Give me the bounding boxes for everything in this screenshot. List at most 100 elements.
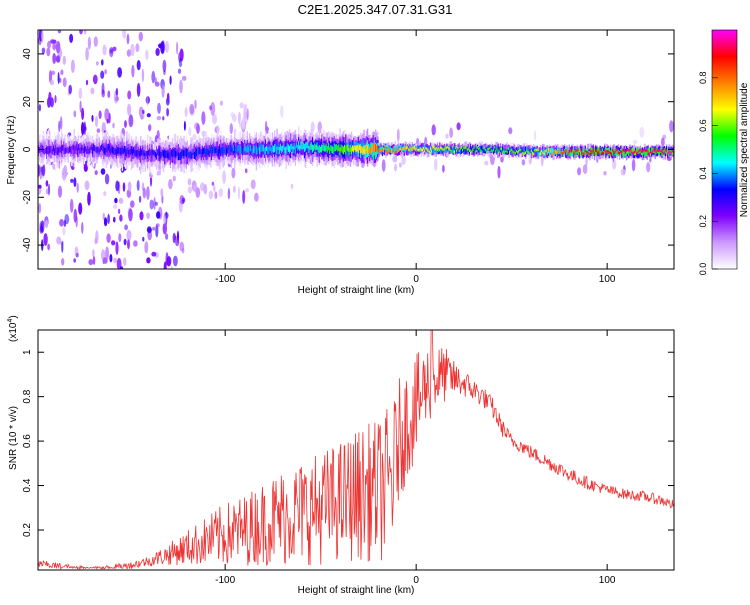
spectrogram-ridge-cell [248,144,251,152]
spectrogram-ridge-cell [138,151,141,157]
spectrogram-cell [175,238,180,247]
spectrogram-ridge-cell [653,148,655,152]
colorbar-label: Normalized spectral amplitude [739,82,750,217]
spectrogram-ridge-cell [474,146,476,153]
spectrogram-ridge-cell [601,151,604,154]
spectrogram-ridge-cell [177,144,180,161]
spectrogram-ridge-cell [64,148,66,155]
spectrogram-ridge-cell [537,151,539,157]
spectrogram-cell [57,48,63,59]
spectrogram-ridge-cell [541,150,543,156]
spectrogram-cell [169,75,172,85]
spectrogram-ridge-cell [361,146,363,154]
spectrogram-ridge-cell [392,150,394,153]
spectrogram-cell [151,251,157,257]
spectrogram-ridge-cell [432,145,434,149]
spectrogram-cell [237,111,241,125]
spectrogram-ridge-cell [221,147,223,154]
spectrogram-ridge-cell [197,148,199,155]
spectrogram-ridge-cell [279,143,282,151]
spectrogram-ridge-cell [646,149,648,152]
spectrogram-ridge-cell [611,148,613,155]
spectrogram-ridge-cell [591,147,593,153]
spectrogram-ridge-cell [589,152,591,156]
spectrogram-ridge-cell [412,146,415,149]
spectrogram-cell [396,128,400,142]
spectrogram-ridge-cell [174,148,176,157]
spectrogram-ridge-cell [463,146,465,153]
spectrogram-ridge-cell [604,149,606,152]
spectrogram-ridge-cell [292,146,294,154]
spectrogram-ridge-cell [538,152,541,156]
spectrogram-panel: -100 0 100 -40 -20 0 20 40 Height of straight … [6,29,675,296]
spectrogram-ridge-cell [531,151,534,155]
spectrogram-ridge-cell [580,151,582,157]
spectrogram-cell [139,211,144,221]
spectrogram-ridge-cell [105,143,107,153]
spectrogram-cell [582,164,588,175]
spectrogram-ridge-cell [242,145,244,153]
spectrogram-ridge-cell [611,152,613,156]
spectrogram-cell [118,197,124,204]
spectrogram-x-ticks: -100 0 100 [215,30,616,285]
spectrogram-cell [128,114,134,128]
spectrogram-ridge-cell [416,147,418,151]
spectrogram-cell [231,167,236,179]
spectrogram-cell [115,241,119,255]
spectrogram-ridge-cell [592,149,594,153]
spectrogram-ridge-cell [471,150,473,154]
snr-series-line [38,330,674,570]
spectrogram-ridge-cell [454,146,456,152]
spectrogram-ridge-cell [511,148,513,152]
spectrogram-ridge-cell [470,149,472,153]
spectrogram-cell [85,79,89,86]
spectrogram-ridge-cell [426,148,428,151]
spectrogram-ridge-cell [457,148,459,154]
spectrogram-ridge-cell [654,150,656,156]
spectrogram-ridge-cell [282,145,284,152]
spectrogram-ridge-cell [590,149,592,153]
spectrogram-ridge-cell [228,145,230,157]
spectrogram-ridge-cell [604,149,606,155]
spectrogram-ridge-cell [228,144,230,151]
spectrogram-ridge-cell [436,148,439,151]
spectrogram-cell [100,168,106,175]
spectrogram-ridge-cell [263,147,266,155]
spectrogram-cell [45,188,49,195]
spectrogram-cell [153,197,156,210]
spectrogram-ridge-cell [98,148,101,155]
spectrogram-ridge-cell [182,149,184,156]
spectrogram-cell [127,239,130,250]
spectrogram-ridge-cell [385,150,387,154]
spectrogram-ridge-cell [411,145,413,151]
spectrogram-cell [242,190,246,204]
spectrogram-ridge-cell [235,146,237,155]
spectrogram-ridge-cell [613,147,615,153]
spectrogram-ridge-cell [439,143,441,152]
spectrogram-ridge-cell [488,147,490,151]
spectrogram-ridge-cell [316,142,318,150]
snr-frame [37,329,675,571]
spectrogram-ridge-cell [655,150,658,154]
spectrogram-ridge-cell [272,145,275,153]
spectrogram-cell [38,36,42,46]
spectrogram-ridge-cell [549,148,551,151]
spectrogram-cell [156,115,162,121]
spectrogram-ridge-cell [384,146,386,156]
spectrogram-ridge-cell [570,150,573,156]
spectrogram-ridge-cell [423,147,425,150]
spectrogram-ridge-cell [518,146,520,152]
svg-text:(x104): (x104) [7,315,19,342]
y-tick-label: 0.2 [22,523,33,537]
spectrogram-cell [88,259,94,266]
spectrogram-ridge-cell [285,146,287,155]
spectrogram-cell [94,115,99,128]
spectrogram-ridge-cell [234,145,236,153]
spectrogram-ridge-cell [588,152,590,155]
spectrogram-ridge-cell [530,149,533,159]
spectrogram-ridge-cell [339,147,341,156]
spectrogram-ridge-cell [175,151,177,158]
spectrogram-ridge-cell [440,146,442,149]
spectrogram-cell [47,40,51,49]
spectrogram-cell [144,241,149,254]
